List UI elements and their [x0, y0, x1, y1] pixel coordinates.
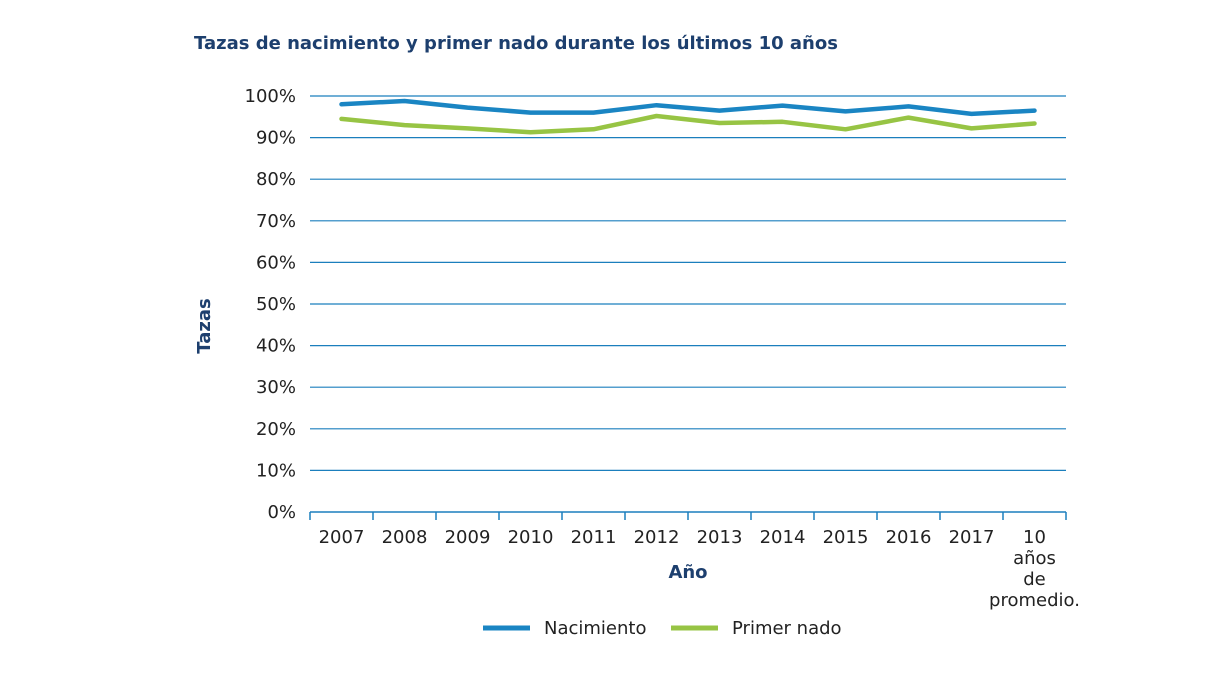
y-axis-title: Tazas	[194, 298, 215, 353]
x-tick-label: 2011	[571, 527, 617, 548]
series-line-primer-nado	[339, 113, 1037, 135]
x-axis-title: Año	[668, 562, 707, 583]
legend: Nacimiento Primer nado	[483, 618, 842, 639]
x-tick-label: 2013	[697, 527, 743, 548]
x-tick-label: 2010	[508, 527, 554, 548]
legend-label: Nacimiento	[544, 618, 646, 639]
x-tick-label: 2014	[760, 527, 806, 548]
x-axis	[309, 511, 1067, 520]
legend-label: Primer nado	[732, 618, 842, 639]
series-lines	[339, 98, 1037, 135]
x-tick-label: 2009	[445, 527, 491, 548]
y-tick-label: 0%	[267, 502, 296, 523]
y-tick-label: 10%	[256, 460, 296, 481]
y-tick-label: 100%	[245, 86, 296, 107]
x-tick-label: 2012	[634, 527, 680, 548]
grid	[310, 95, 1066, 471]
x-tick-labels: 2007 2008 2009 2010 2011 2012 2013 2014 2015 2016…	[319, 527, 1080, 611]
x-tick-label: 2007	[319, 527, 365, 548]
y-tick-label: 20%	[256, 419, 296, 440]
chart-title: Tazas de nacimiento y primer nado durant…	[194, 33, 838, 54]
y-tick-label: 70%	[256, 211, 296, 232]
x-tick-label: 2017	[949, 527, 995, 548]
series-line-nacimiento	[339, 98, 1037, 117]
y-tick-label: 90%	[256, 128, 296, 149]
y-tick-label: 30%	[256, 377, 296, 398]
y-tick-label: 40%	[256, 336, 296, 357]
y-tick-label: 80%	[256, 169, 296, 190]
y-tick-labels: 0% 10% 20% 30% 40% 50% 60% 70% 80% 90% 100%	[245, 86, 296, 523]
x-tick-label: 2016	[886, 527, 932, 548]
x-tick-label: 2008	[382, 527, 428, 548]
y-tick-label: 50%	[256, 294, 296, 315]
y-tick-label: 60%	[256, 252, 296, 273]
x-tick-label: 2015	[823, 527, 869, 548]
x-tick-label: 10 años de promedio.	[989, 527, 1080, 611]
